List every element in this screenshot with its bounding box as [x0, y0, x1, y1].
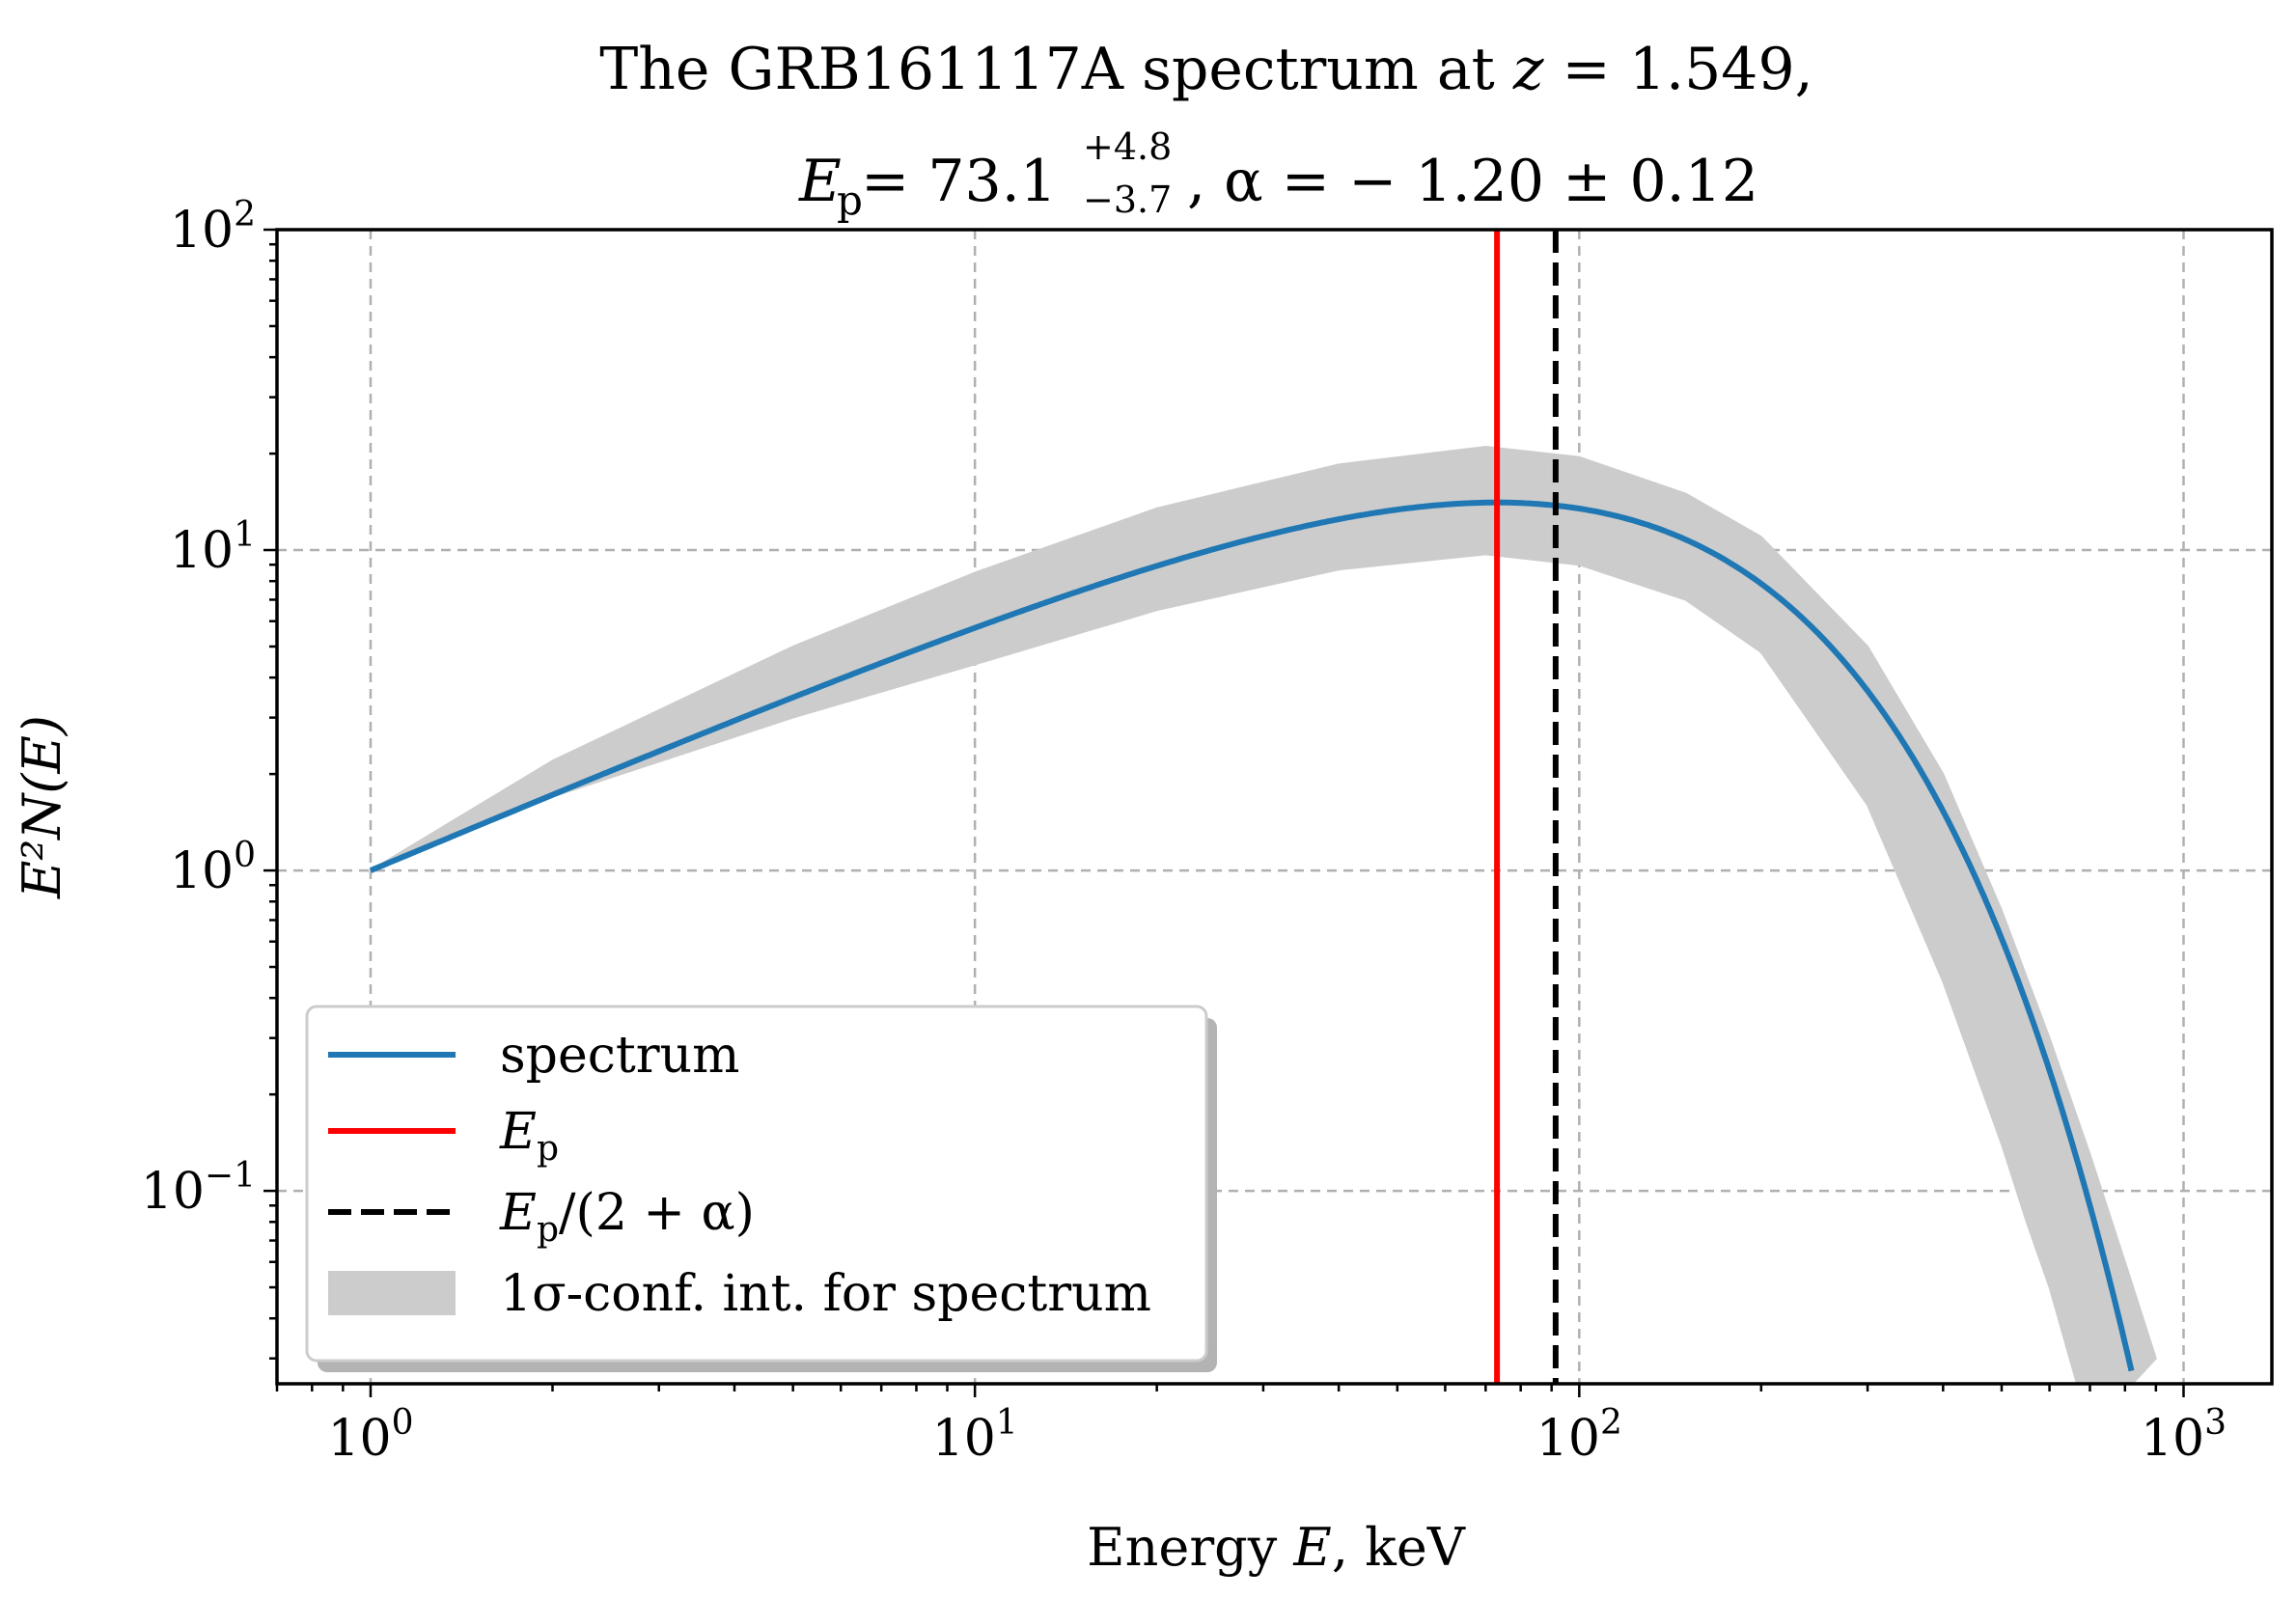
y-axis-label: E²N(E): [12, 715, 72, 899]
x-tick-base: 10: [932, 1410, 996, 1468]
x-tick-label: 100: [327, 1403, 413, 1468]
y-tick-label: 100: [170, 836, 256, 900]
plot-frame: [275, 228, 2274, 1386]
chart-title-line2: E p = 73.1 +4.8 −3.7 , α = − 1.20 ± 0.12: [798, 125, 1758, 224]
title-prefix: The GRB161117A spectrum at: [599, 36, 1513, 103]
series-layer: [369, 230, 2135, 1384]
confidence-band-layer: [370, 445, 2157, 1384]
legend-label-band: 1σ-conf. int. for spectrum: [500, 1265, 1151, 1323]
x-axis-label-text: Energy: [1087, 1517, 1293, 1578]
legend-ep-ratio-rest: /(2 + α): [559, 1184, 755, 1242]
x-tick-exponent: 1: [996, 1403, 1018, 1443]
legend-label-spectrum: spectrum: [500, 1027, 739, 1085]
legend-box: [305, 1005, 1208, 1363]
legend-ep-sub: p: [537, 1129, 559, 1169]
y-tick-exponent: −1: [205, 1156, 256, 1196]
x-tick-exponent: 2: [1600, 1403, 1622, 1443]
x-tick-base: 10: [2141, 1410, 2204, 1468]
x-tick-base: 10: [1536, 1410, 1600, 1468]
spectrum-line: [369, 499, 2135, 1372]
title-ep-subscript: p: [837, 177, 863, 224]
legend-ep-ratio-sub: p: [537, 1210, 559, 1250]
title-alpha: , α = − 1.20 ± 0.12: [1187, 148, 1758, 215]
y-tick-exponent: 2: [234, 195, 256, 234]
legend-label-ep: Ep: [499, 1103, 559, 1169]
y-tick-base: 10: [170, 202, 234, 260]
y-tick-base: 10: [170, 522, 234, 580]
legend-swatch-band: [328, 1271, 456, 1315]
title-ep-symbol: E: [798, 148, 842, 215]
legend-ep-symbol: E: [499, 1103, 537, 1161]
x-tick-label: 102: [1536, 1403, 1622, 1468]
x-axis-label: Energy E, keV: [1087, 1517, 1466, 1578]
title-ep-err-minus: −3.7: [1083, 179, 1172, 221]
title-ep-value: = 73.1: [861, 148, 1057, 215]
y-tick-exponent: 1: [234, 515, 256, 555]
legend-ep-ratio-symbol: E: [499, 1184, 537, 1242]
x-tick-base: 10: [327, 1410, 391, 1468]
title-z-value: = 1.549,: [1543, 36, 1812, 103]
y-tick-base: 10: [170, 842, 234, 900]
y-tick-label: 10−1: [141, 1156, 256, 1221]
y-tick-base: 10: [141, 1163, 205, 1221]
legend-label-ep-ratio: Ep/(2 + α): [499, 1184, 755, 1250]
x-tick-label: 101: [932, 1403, 1018, 1468]
x-tick-exponent: 0: [392, 1403, 414, 1443]
title-z-symbol: z: [1512, 36, 1544, 103]
confidence-band: [370, 445, 2157, 1384]
x-axis-label-unit: , keV: [1332, 1517, 1466, 1578]
x-tick-label: 103: [2141, 1403, 2227, 1468]
x-axis-label-symbol: E: [1292, 1517, 1331, 1578]
x-tick-exponent: 3: [2204, 1403, 2227, 1443]
y-tick-label: 102: [170, 195, 256, 260]
title-ep-err-plus: +4.8: [1083, 125, 1172, 168]
y-tick-label: 101: [170, 515, 256, 580]
legend: spectrum Ep Ep/(2 + α) 1σ-conf. int. for…: [305, 1005, 1217, 1372]
y-tick-exponent: 0: [234, 836, 256, 875]
chart-title-line1: The GRB161117A spectrum at z = 1.549,: [599, 36, 1812, 103]
